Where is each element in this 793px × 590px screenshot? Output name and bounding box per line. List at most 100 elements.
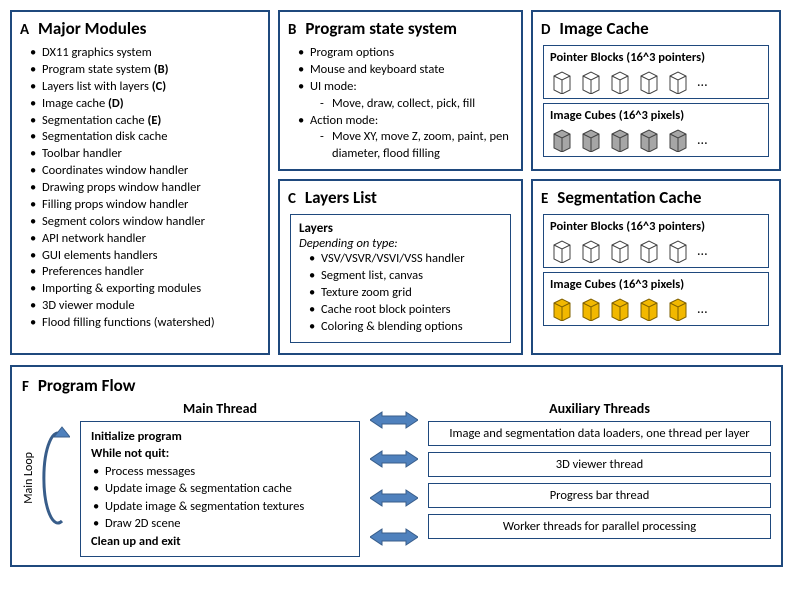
cube-icon bbox=[608, 295, 632, 321]
top-grid: A Major Modules DX11 graphics system Pro… bbox=[10, 10, 783, 355]
main-thread-column: Main Thread Initialize program While not… bbox=[80, 400, 360, 558]
box-program-state: B Program state system Program options M… bbox=[278, 10, 523, 171]
ellipsis: ... bbox=[697, 300, 708, 317]
pointer-blocks-d-title: Pointer Blocks (16^3 pointers) bbox=[550, 50, 762, 65]
box-layers-list: C Layers List Layers Depending on type: … bbox=[278, 179, 523, 354]
image-cubes-e: Image Cubes (16^3 pixels) ... bbox=[543, 272, 769, 326]
box-f-label: F bbox=[22, 378, 29, 396]
box-a-header: A Major Modules bbox=[20, 18, 260, 39]
aux-box: Image and segmentation data loaders, one… bbox=[428, 421, 771, 446]
ellipsis: ... bbox=[697, 131, 708, 148]
list-item: VSV/VSVR/VSVI/VSS handler bbox=[309, 251, 502, 268]
box-b-list: Program options Mouse and keyboard state… bbox=[288, 45, 513, 163]
aux-column: Image and segmentation data loaders, one… bbox=[428, 421, 771, 539]
list-item: Importing & exporting modules bbox=[30, 281, 260, 298]
layers-heading: Layers bbox=[299, 221, 502, 236]
mt-step: Update image & segmentation textures bbox=[91, 498, 349, 516]
double-arrow-icon bbox=[370, 449, 418, 469]
action-mode-label: Action mode: bbox=[310, 113, 378, 128]
list-item: Segmentation cache (E) bbox=[30, 113, 260, 130]
list-item: Mouse and keyboard state bbox=[298, 62, 513, 79]
list-item: DX11 graphics system bbox=[30, 45, 260, 62]
loop-arrow-icon bbox=[38, 423, 70, 533]
list-subitem: Move, draw, collect, pick, fill bbox=[320, 96, 513, 113]
cube-icon bbox=[637, 126, 661, 152]
box-f-title: Program Flow bbox=[38, 375, 136, 396]
box-a-label: A bbox=[20, 21, 29, 39]
ellipsis: ... bbox=[697, 242, 708, 259]
list-item: Segmentation disk cache bbox=[30, 129, 260, 146]
box-b-header: B Program state system bbox=[288, 18, 513, 39]
ui-mode-label: UI mode: bbox=[310, 79, 357, 94]
box-d-label: D bbox=[541, 21, 550, 39]
aux-box: Progress bar thread bbox=[428, 483, 771, 508]
box-d-title: Image Cache bbox=[559, 18, 648, 39]
cube-row-white-d: ... bbox=[550, 68, 762, 94]
ellipsis: ... bbox=[697, 73, 708, 90]
box-a-list: DX11 graphics system Program state syste… bbox=[20, 45, 260, 332]
aux-column-wrap: Auxiliary Threads Image and segmentation… bbox=[428, 400, 771, 558]
pointer-blocks-e: Pointer Blocks (16^3 pointers) ... bbox=[543, 214, 769, 268]
main-loop-label: Main Loop bbox=[22, 452, 36, 504]
cube-icon bbox=[550, 68, 574, 94]
cube-icon bbox=[550, 295, 574, 321]
cube-icon bbox=[637, 68, 661, 94]
list-item: Drawing props window handler bbox=[30, 180, 260, 197]
box-f-header: F Program Flow bbox=[22, 375, 771, 396]
list-item: UI mode: Move, draw, collect, pick, fill bbox=[298, 79, 513, 113]
cube-row-white-e: ... bbox=[550, 237, 762, 263]
box-e-title: Segmentation Cache bbox=[557, 187, 701, 208]
cube-icon bbox=[608, 126, 632, 152]
cube-icon bbox=[579, 126, 603, 152]
cube-row-yellow-e: ... bbox=[550, 295, 762, 321]
cube-row-gray-d: ... bbox=[550, 126, 762, 152]
cube-icon bbox=[608, 68, 632, 94]
list-item: Layers list with layers (C) bbox=[30, 79, 260, 96]
box-image-cache: D Image Cache Pointer Blocks (16^3 point… bbox=[531, 10, 781, 171]
image-cubes-d-title: Image Cubes (16^3 pixels) bbox=[550, 108, 762, 123]
box-c-list: VSV/VSVR/VSVI/VSS handler Segment list, … bbox=[299, 251, 502, 335]
mt-step: Process messages bbox=[91, 463, 349, 481]
mt-step: Draw 2D scene bbox=[91, 515, 349, 533]
cube-icon bbox=[579, 237, 603, 263]
mt-init: Initialize program bbox=[91, 428, 349, 446]
list-item: Segment list, canvas bbox=[309, 268, 502, 285]
box-program-flow: F Program Flow Main Loop Main Thread Ini… bbox=[10, 365, 783, 568]
list-item: Texture zoom grid bbox=[309, 285, 502, 302]
arrows-column bbox=[370, 400, 418, 558]
aux-box: 3D viewer thread bbox=[428, 452, 771, 477]
list-item: Coordinates window handler bbox=[30, 163, 260, 180]
pointer-blocks-d: Pointer Blocks (16^3 pointers) ... bbox=[543, 45, 769, 99]
list-item: Preferences handler bbox=[30, 264, 260, 281]
cube-icon bbox=[579, 68, 603, 94]
double-arrow-icon bbox=[370, 488, 418, 508]
list-item: Image cache (D) bbox=[30, 96, 260, 113]
list-item: Flood filling functions (watershed) bbox=[30, 315, 260, 332]
cube-icon bbox=[637, 295, 661, 321]
list-item: Program state system (B) bbox=[30, 62, 260, 79]
cube-icon bbox=[579, 295, 603, 321]
box-segmentation-cache: E Segmentation Cache Pointer Blocks (16^… bbox=[531, 179, 781, 354]
list-item: Filling props window handler bbox=[30, 197, 260, 214]
box-a-title: Major Modules bbox=[38, 18, 146, 39]
layers-subheading: Depending on type: bbox=[299, 236, 502, 251]
cube-icon bbox=[666, 68, 690, 94]
cube-icon bbox=[666, 295, 690, 321]
cube-icon bbox=[608, 237, 632, 263]
box-d-header: D Image Cache bbox=[541, 18, 771, 39]
box-b-title: Program state system bbox=[305, 18, 457, 39]
box-e-label: E bbox=[541, 190, 548, 208]
box-e-header: E Segmentation Cache bbox=[541, 187, 771, 208]
list-item: Action mode: Move XY, move Z, zoom, pain… bbox=[298, 113, 513, 164]
mt-while: While not quit: bbox=[91, 445, 349, 463]
main-loop-wrap: Main Loop bbox=[22, 400, 70, 558]
cube-icon bbox=[550, 126, 574, 152]
list-item: Cache root block pointers bbox=[309, 302, 502, 319]
list-item: GUI elements handlers bbox=[30, 248, 260, 265]
cube-icon bbox=[666, 126, 690, 152]
cube-icon bbox=[550, 237, 574, 263]
list-item: Segment colors window handler bbox=[30, 214, 260, 231]
box-b-label: B bbox=[288, 21, 296, 39]
mt-step: Update image & segmentation cache bbox=[91, 480, 349, 498]
layers-inner-box: Layers Depending on type: VSV/VSVR/VSVI/… bbox=[290, 214, 511, 342]
